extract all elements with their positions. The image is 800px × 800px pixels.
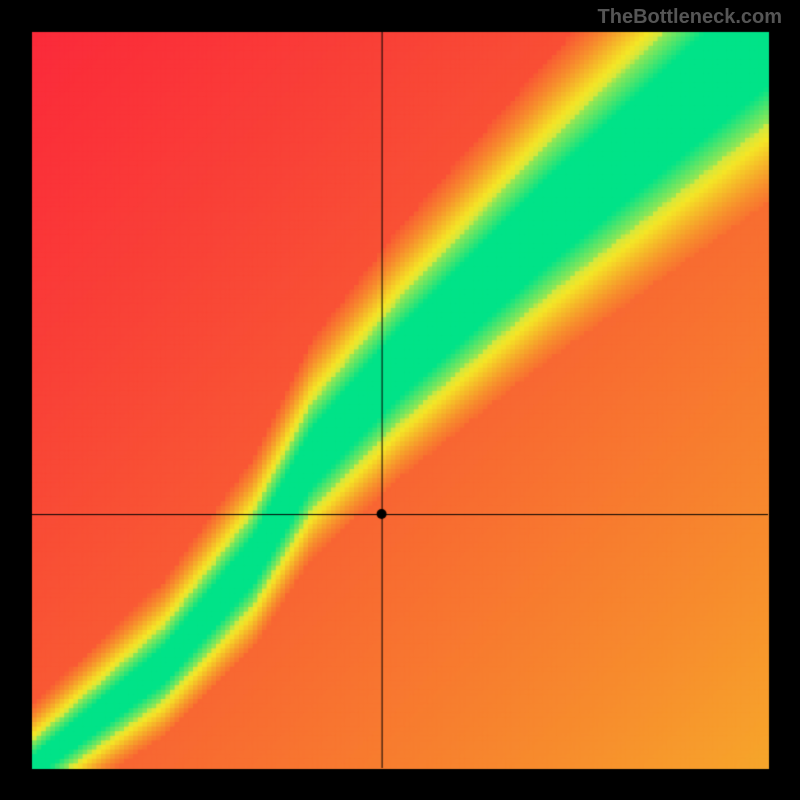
watermark-text: TheBottleneck.com — [598, 6, 782, 29]
chart-container: TheBottleneck.com — [0, 0, 800, 800]
bottleneck-heatmap — [0, 0, 800, 800]
